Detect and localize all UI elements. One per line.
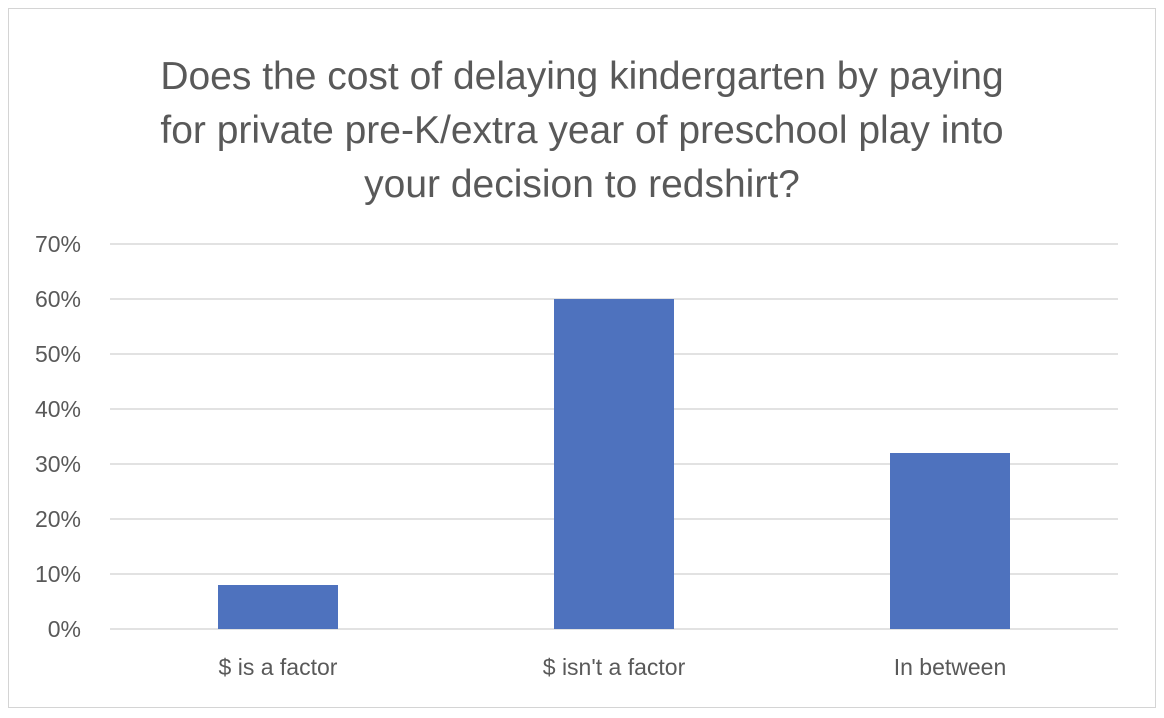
y-axis-ticks: 0% 10% 20% 30% 40% 50% 60% 70% [35, 231, 81, 642]
chart-title-line-1: Does the cost of delaying kindergarten b… [160, 55, 1004, 98]
x-tick-label: $ isn't a factor [543, 654, 686, 680]
y-tick-label: 10% [35, 561, 81, 587]
y-tick-label: 60% [35, 286, 81, 312]
y-tick-label: 70% [35, 231, 81, 257]
chart-title-line-3: your decision to redshirt? [364, 163, 800, 206]
x-tick-label: In between [894, 654, 1007, 680]
y-tick-label: 50% [35, 341, 81, 367]
bar [218, 585, 338, 629]
chart-title-line-2: for private pre-K/extra year of preschoo… [160, 109, 1004, 152]
y-tick-label: 20% [35, 506, 81, 532]
x-axis-ticks: $ is a factor $ isn't a factor In between [219, 654, 1007, 680]
y-tick-label: 30% [35, 451, 81, 477]
y-tick-label: 40% [35, 396, 81, 422]
y-tick-label: 0% [48, 616, 81, 642]
bar [890, 453, 1010, 629]
bars [218, 299, 1010, 629]
chart-title: Does the cost of delaying kindergarten b… [0, 50, 1164, 212]
bar [554, 299, 674, 629]
x-tick-label: $ is a factor [219, 654, 338, 680]
